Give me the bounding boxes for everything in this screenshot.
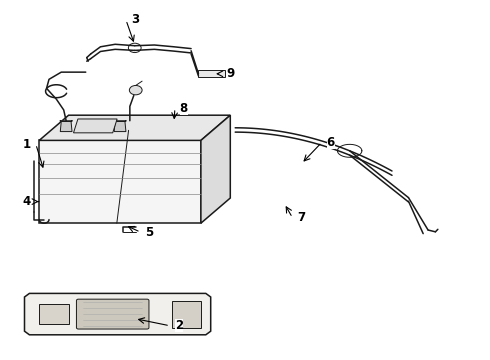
Polygon shape: [114, 121, 126, 122]
Polygon shape: [24, 293, 211, 335]
Circle shape: [129, 85, 142, 95]
Polygon shape: [39, 140, 201, 223]
Text: 8: 8: [180, 102, 188, 114]
Text: 3: 3: [131, 13, 139, 26]
Polygon shape: [74, 119, 117, 133]
Polygon shape: [201, 115, 230, 223]
Polygon shape: [39, 115, 230, 140]
Polygon shape: [114, 122, 126, 132]
Text: 7: 7: [297, 211, 305, 224]
Polygon shape: [60, 121, 73, 122]
Text: 4: 4: [23, 195, 31, 208]
Text: 6: 6: [327, 136, 335, 149]
Text: 9: 9: [226, 67, 234, 80]
Polygon shape: [60, 122, 72, 132]
Polygon shape: [172, 301, 201, 328]
Polygon shape: [198, 70, 225, 77]
Text: 5: 5: [146, 226, 153, 239]
Polygon shape: [39, 304, 69, 324]
Text: 2: 2: [175, 319, 183, 332]
Text: 1: 1: [23, 138, 31, 150]
FancyBboxPatch shape: [76, 299, 149, 329]
